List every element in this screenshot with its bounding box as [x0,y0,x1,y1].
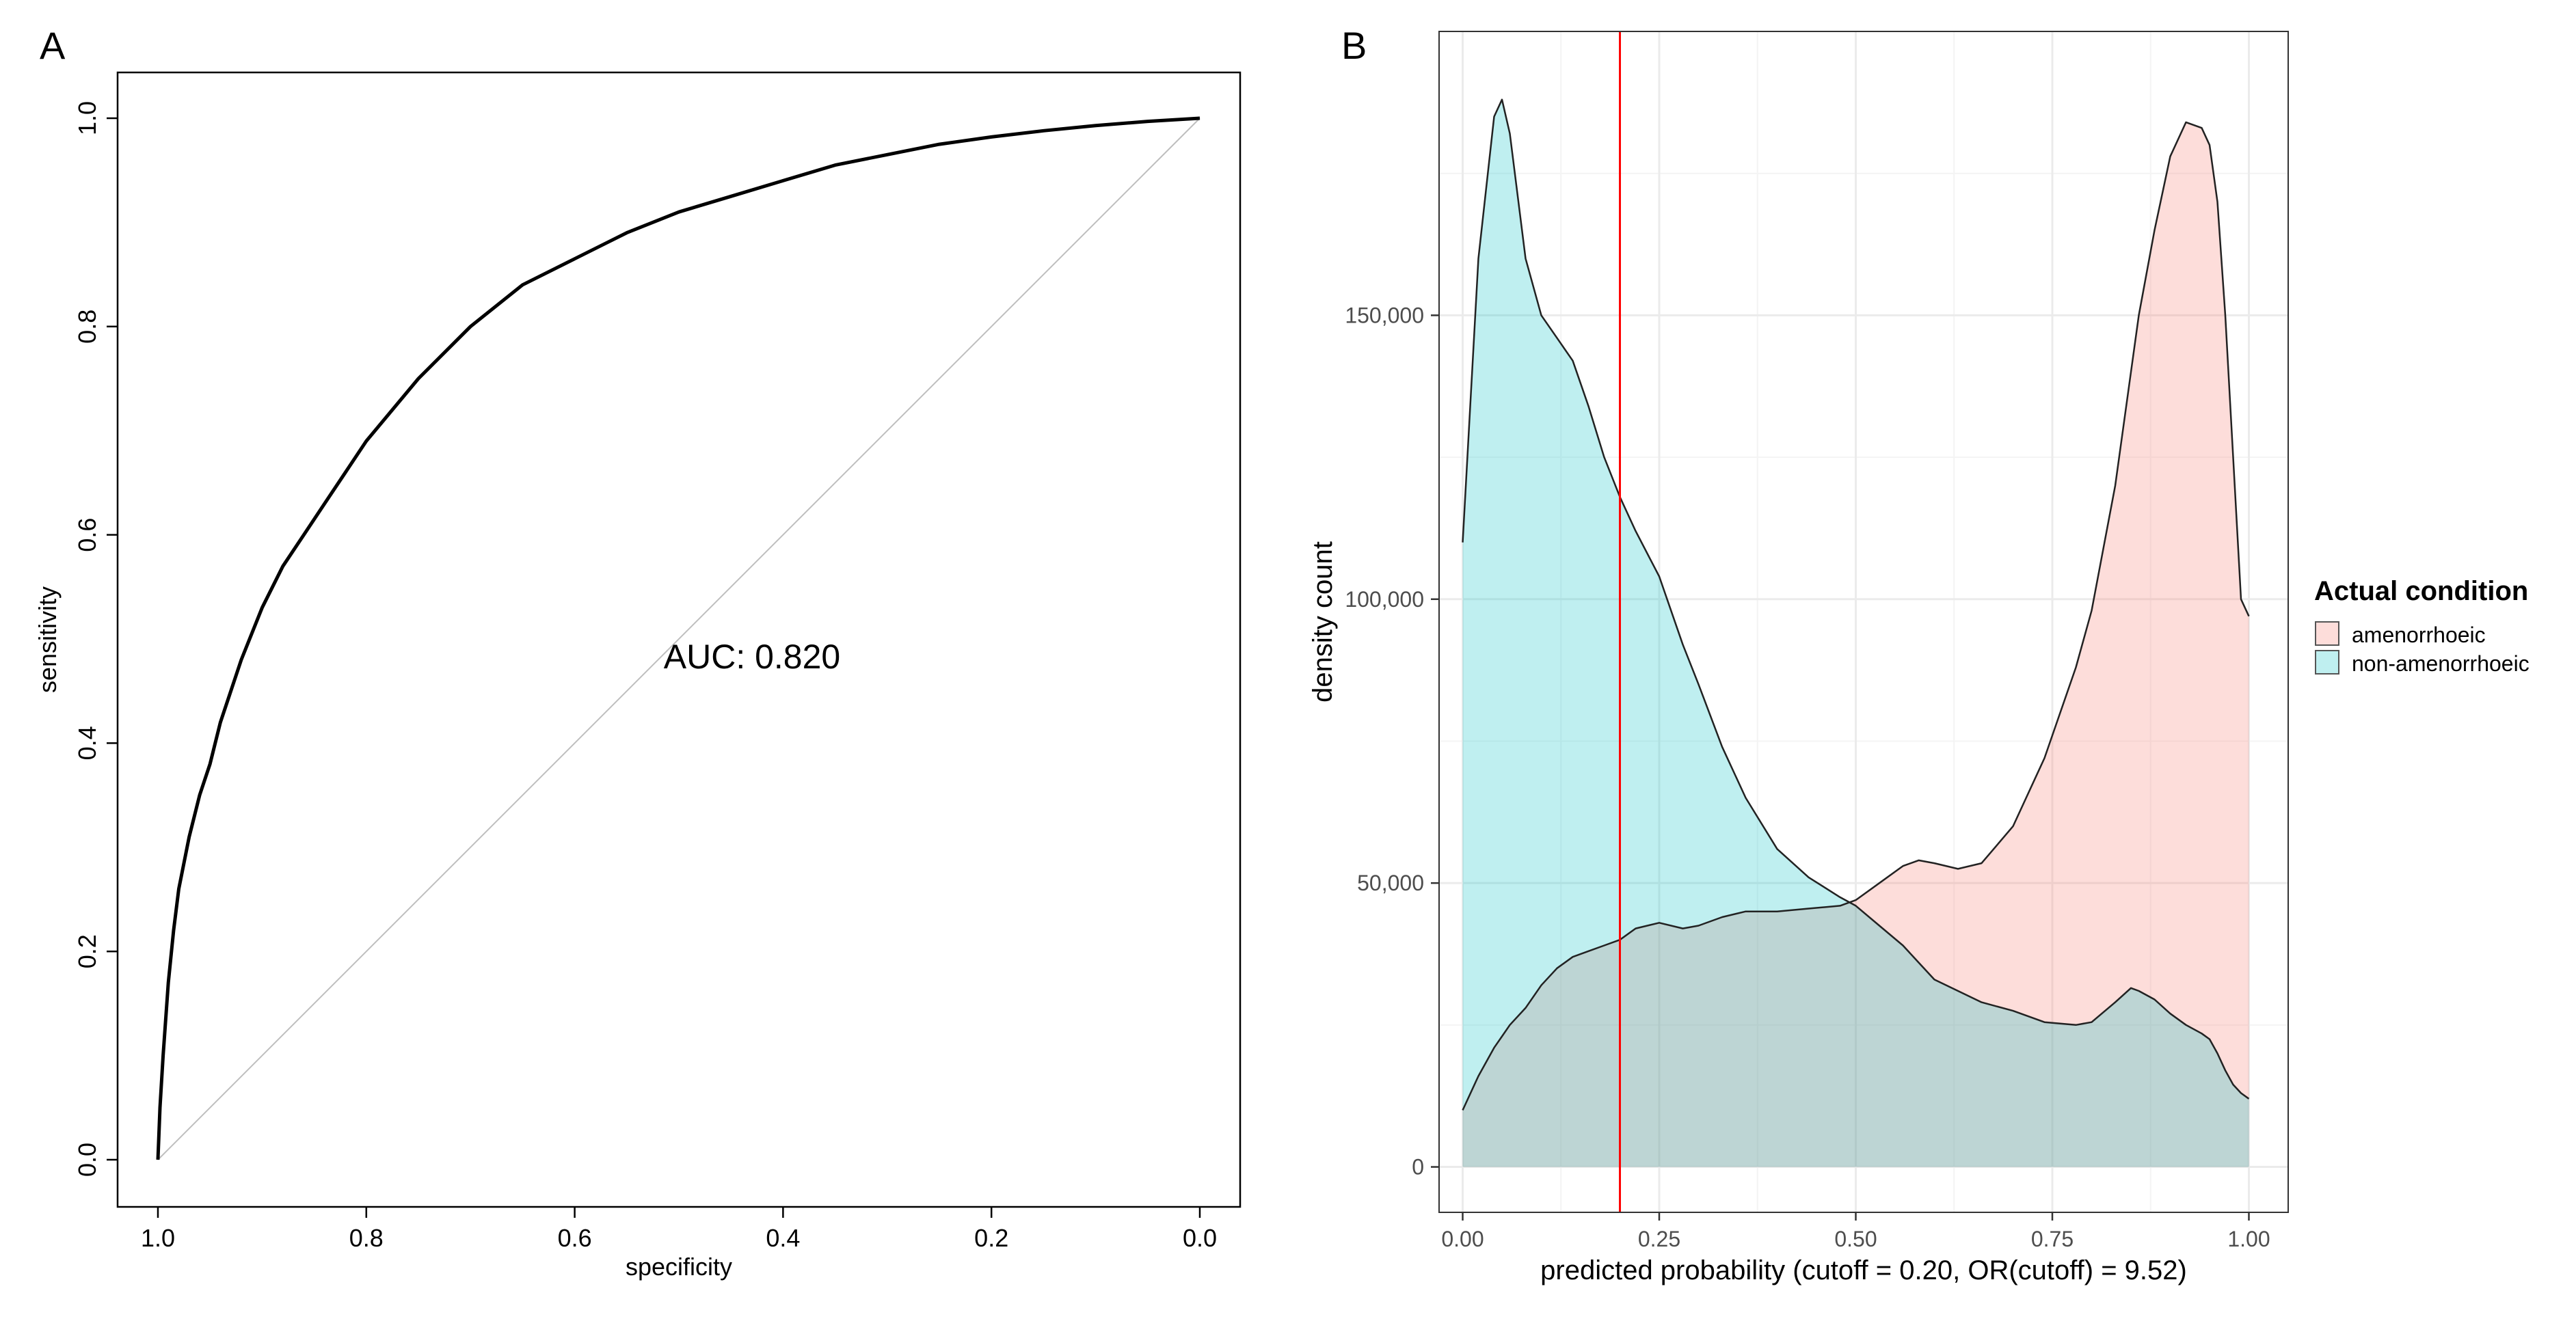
density-area-amenorrhoeic [1462,122,2249,1167]
roc-diagonal-group [157,118,1200,1160]
density-y-axis-label: density count [1308,541,1338,703]
panel-label-b: B [1341,24,1367,67]
density-x-axis-label: predicted probability (cutoff = 0.20, OR… [1540,1255,2187,1285]
legend-key-amenorrhoeic [2315,621,2339,646]
density-plot-frame [1438,31,2289,1213]
roc-plot-frame [116,71,1242,1208]
legend-key-non-amenorrhoeic [2315,650,2339,675]
roc-y-tick-label: 0.4 [73,726,101,760]
density-x-tick-label: 1.00 [2227,1227,2270,1251]
density-y-tick-label: 100,000 [1345,587,1424,612]
roc-x-tick-label: 0.4 [766,1224,800,1252]
density-y-tick-label: 150,000 [1345,303,1424,327]
auc-annotation: AUC: 0.820 [664,638,840,676]
density-x-tick-label: 0.50 [1834,1227,1877,1251]
legend-title: Actual condition [2314,576,2528,606]
roc-x-axis-label: specificity [626,1253,732,1281]
legend: Actual condition amenorrhoeic non-amenor… [2314,576,2530,676]
roc-curve-line [156,116,1200,1160]
density-x-tick-label: 0.25 [1638,1227,1680,1251]
roc-y-tick-label: 1.0 [73,101,101,135]
roc-y-axis-label: sensitivity [33,586,62,693]
roc-y-axis: 0.0 0.2 0.4 0.6 0.8 1.0 [73,101,118,1177]
roc-y-tick-label: 0.0 [73,1143,101,1177]
legend-label-non-amenorrhoeic: non-amenorrhoeic [2352,651,2530,676]
density-area-amenorrhoeic-outline [1462,121,2250,1111]
legend-label-amenorrhoeic: amenorrhoeic [2352,623,2486,647]
roc-x-tick-label: 0.6 [558,1224,592,1252]
roc-x-axis: 1.0 0.8 0.6 0.4 0.2 0.0 [141,1207,1217,1252]
roc-y-tick-label: 0.2 [73,934,101,968]
roc-x-tick-label: 1.0 [141,1224,175,1252]
density-areas [1462,98,2250,1167]
roc-y-tick-label: 0.8 [73,310,101,344]
density-area-non-amenorrhoeic [1462,99,2249,1167]
roc-x-tick-label: 0.8 [349,1224,384,1252]
roc-diagonal-line [157,118,1200,1160]
roc-x-tick-label: 0.2 [974,1224,1008,1252]
panel-b: B 0.00 0.25 0.50 0.75 1.00 0 50,000 100,000 150… [1308,24,2530,1285]
density-area-non-amenorrhoeic-outline [1462,98,2250,1100]
density-grid [1439,31,2288,1212]
panel-a: A 1.0 0.8 0.6 0.4 0.2 0.0 0.00.20.40.60.81.0 … [33,24,1242,1281]
density-x-tick-label: 0.00 [1441,1227,1484,1251]
density-y-tick-label: 0 [1412,1155,1424,1180]
density-x-tick-label: 0.75 [2031,1227,2074,1251]
roc-x-tick-label: 0.0 [1183,1224,1217,1252]
density-x-axis: 0.00 0.25 0.50 0.75 1.00 [1441,1212,2270,1251]
density-y-axis: 0 50,000 100,000 150,000 [1345,303,1439,1180]
roc-y-tick-label: 0.6 [73,518,101,552]
density-y-tick-label: 50,000 [1357,871,1424,895]
roc-curve-group [156,116,1200,1160]
panel-label-a: A [40,24,66,67]
